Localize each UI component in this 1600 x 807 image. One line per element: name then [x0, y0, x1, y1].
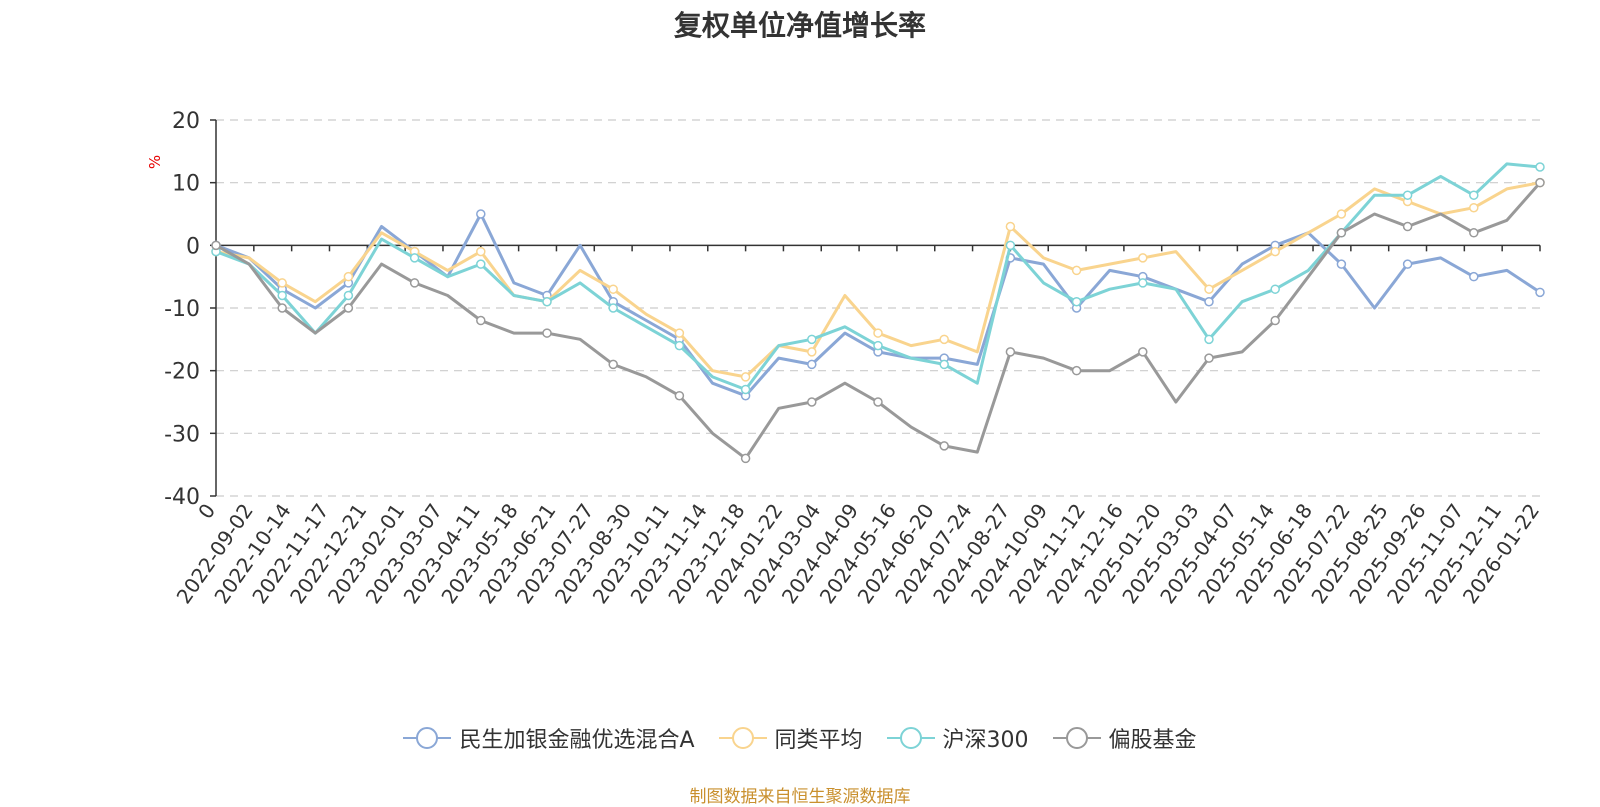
- data-point: [1270, 284, 1280, 294]
- data-point: [1469, 202, 1479, 213]
- legend-swatch-icon: [1052, 726, 1101, 750]
- y-tick-label: 20: [172, 109, 200, 134]
- legend-item-1[interactable]: 同类平均: [718, 722, 863, 754]
- data-point: [211, 240, 221, 251]
- legend-label: 民生加银金融优选混合A: [459, 728, 695, 753]
- data-point: [807, 397, 817, 407]
- data-point: [1535, 177, 1545, 188]
- y-tick-label: -10: [164, 297, 200, 322]
- data-point: [476, 315, 486, 326]
- data-point: [807, 334, 817, 345]
- data-point: [1005, 221, 1016, 232]
- data-point: [674, 390, 685, 401]
- data-point: [674, 340, 685, 351]
- data-point: [1138, 253, 1148, 263]
- data-point: [476, 246, 486, 257]
- x-tick-label: 0: [193, 499, 220, 523]
- data-point: [1204, 353, 1214, 363]
- legend-swatch-icon: [886, 726, 935, 750]
- data-point: [1071, 296, 1082, 307]
- legend-swatch-icon: [718, 726, 767, 750]
- data-point: [1005, 347, 1016, 357]
- data-point: [608, 359, 618, 370]
- data-point: [674, 328, 685, 338]
- y-axis-unit-label: %: [146, 155, 164, 169]
- legend-item-0[interactable]: 民生加银金融优选混合A: [403, 722, 695, 754]
- data-point: [542, 296, 552, 307]
- legend-label: 偏股基金: [1108, 728, 1197, 753]
- data-point: [740, 384, 751, 395]
- data-point: [1402, 259, 1413, 269]
- data-point: [1535, 162, 1545, 172]
- legend: 民生加银金融优选混合A 同类平均 沪深300 偏股基金: [0, 722, 1600, 754]
- data-point: [608, 303, 618, 313]
- legend-label: 沪深300: [942, 728, 1029, 753]
- data-point: [476, 209, 486, 219]
- y-tick-label: -20: [164, 360, 200, 385]
- series-line-3: [215, 181, 1542, 460]
- data-point: [1071, 365, 1082, 376]
- legend-label: 同类平均: [774, 728, 863, 753]
- data-point: [277, 278, 287, 288]
- data-point: [343, 290, 354, 301]
- series-line-0: [215, 212, 1541, 398]
- data-point: [1336, 209, 1347, 219]
- y-tick-label: -30: [164, 422, 200, 447]
- data-point: [1402, 190, 1413, 200]
- y-tick-label: 10: [172, 172, 200, 197]
- data-point: [1402, 221, 1413, 232]
- data-point: [1535, 287, 1545, 298]
- data-point: [608, 284, 618, 294]
- data-point: [542, 328, 552, 338]
- data-point: [277, 303, 287, 313]
- data-point: [807, 359, 817, 370]
- data-point: [409, 253, 420, 263]
- data-point: [939, 334, 949, 345]
- data-point: [1138, 347, 1148, 357]
- data-point: [409, 278, 420, 288]
- data-point: [1204, 284, 1214, 294]
- data-point: [1204, 334, 1214, 345]
- data-point: [1336, 228, 1347, 238]
- data-point: [1469, 190, 1479, 200]
- data-point: [873, 397, 883, 407]
- data-point: [1270, 246, 1280, 257]
- data-point: [1469, 271, 1479, 282]
- data-point: [740, 453, 751, 464]
- data-point: [807, 347, 817, 357]
- data-point: [1469, 228, 1479, 238]
- data-point: [476, 259, 486, 269]
- data-point: [1204, 296, 1214, 307]
- data-point: [1336, 259, 1347, 269]
- data-point: [939, 441, 949, 451]
- chart-title: 复权单位净值增长率: [673, 9, 926, 42]
- data-point: [277, 290, 287, 301]
- data-point: [873, 340, 883, 351]
- legend-item-2[interactable]: 沪深300: [886, 722, 1029, 754]
- data-point: [1270, 315, 1280, 326]
- data-point: [1071, 265, 1082, 276]
- data-point: [343, 303, 354, 313]
- data-point: [939, 359, 949, 370]
- grid-layer: [216, 119, 1540, 497]
- y-tick-label: 0: [186, 234, 200, 259]
- data-point: [1005, 240, 1016, 251]
- data-point: [740, 372, 751, 382]
- legend-item-3[interactable]: 偏股基金: [1052, 722, 1197, 754]
- series-layer: [211, 162, 1545, 464]
- source-note: 制图数据来自恒生聚源数据库: [689, 787, 911, 807]
- data-point: [1138, 278, 1148, 288]
- legend-swatch-icon: [403, 726, 452, 750]
- data-point: [343, 271, 354, 282]
- axis-layer: 20100-10-20-30-4002022-09-022022-10-1420…: [164, 109, 1544, 608]
- y-tick-label: -40: [164, 485, 200, 510]
- data-point: [873, 328, 883, 338]
